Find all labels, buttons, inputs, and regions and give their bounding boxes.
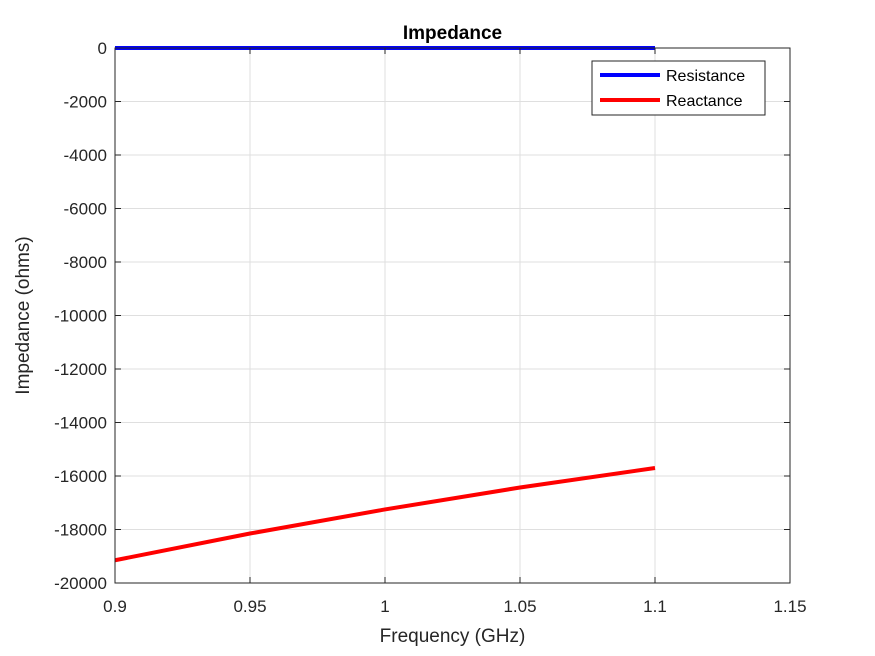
x-tick-label: 0.95 <box>233 597 266 616</box>
legend-box <box>591 60 766 116</box>
y-tick-label: -14000 <box>54 414 107 433</box>
series-line-reactance <box>114 466 656 563</box>
y-tick-label: -6000 <box>64 200 107 219</box>
x-axis-title: Frequency (GHz) <box>380 626 526 647</box>
axis-ticks <box>114 47 791 584</box>
y-tick-label: -18000 <box>54 521 107 540</box>
x-tick-label: 1.05 <box>503 597 536 616</box>
x-tick-label: 0.9 <box>103 597 127 616</box>
y-tick-label: -4000 <box>64 146 107 165</box>
legend-label-reactance: Reactance <box>666 93 743 110</box>
y-tick-label: 0 <box>98 39 107 58</box>
x-tick-label: 1.15 <box>773 597 806 616</box>
x-tick-label: 1.1 <box>643 597 667 616</box>
y-tick-labels: 0 -2000 -4000 -6000 -8000 -10000 -12000 -14000 -… <box>54 39 107 593</box>
legend-label-resistance: Resistance <box>666 68 745 85</box>
y-axis-title: Impedance (ohms) <box>13 236 34 394</box>
x-tick-label: 1 <box>380 597 389 616</box>
x-tick-labels: 0.9 0.95 1 1.05 1.1 1.15 <box>103 597 806 616</box>
legend: Resistance Reactance <box>591 60 766 116</box>
y-tick-label: -2000 <box>64 93 107 112</box>
y-tick-label: -8000 <box>64 253 107 272</box>
y-tick-label: -16000 <box>54 467 107 486</box>
y-tick-label: -12000 <box>54 360 107 379</box>
chart-title: Impedance <box>403 23 502 44</box>
y-tick-label: -20000 <box>54 574 107 593</box>
y-tick-label: -10000 <box>54 307 107 326</box>
grid-lines <box>114 47 791 584</box>
